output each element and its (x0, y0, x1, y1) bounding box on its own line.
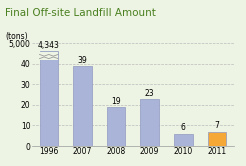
Bar (107, 107, 125, 146)
Bar (140, 99, 159, 146)
Bar (174, 134, 193, 146)
Bar (208, 132, 226, 146)
Bar (40, 52, 58, 60)
Text: 39: 39 (77, 56, 87, 65)
Bar (40, 51, 58, 146)
Text: 23: 23 (145, 88, 154, 97)
Text: (tons): (tons) (6, 32, 28, 41)
Text: 6: 6 (181, 124, 186, 132)
Text: 19: 19 (111, 97, 121, 106)
Text: 4,343: 4,343 (38, 41, 60, 50)
Text: Final Off-site Landfill Amount: Final Off-site Landfill Amount (5, 8, 156, 18)
Bar (73, 66, 92, 146)
Text: 7: 7 (215, 122, 219, 130)
